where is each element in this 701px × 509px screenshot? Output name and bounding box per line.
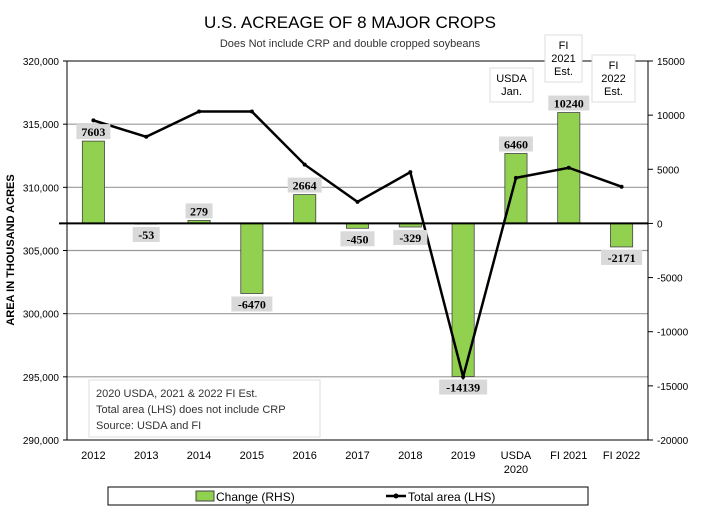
data-label: 6460: [504, 137, 528, 151]
chart-subtitle: Does Not include CRP and double cropped …: [220, 38, 481, 50]
annotation-fi2022: FI: [609, 60, 619, 72]
annotation-fi2022: 2022: [601, 73, 625, 85]
annotation-fi2022-box: [591, 54, 636, 103]
data-label-bg: [185, 203, 213, 219]
y-right-tick-label: 15000: [657, 57, 685, 68]
x-tick-label: 2016: [292, 450, 316, 462]
y-left-tick-label: 295,000: [23, 373, 60, 384]
chart-title: U.S. ACREAGE OF 8 MAJOR CROPS: [204, 13, 496, 32]
data-label: -329: [399, 231, 421, 245]
annotation-usda-box: [489, 67, 534, 103]
y-right-tick-label: 10000: [657, 111, 685, 122]
x-tick-label: 2019: [451, 450, 475, 462]
y-left-tick-label: 310,000: [23, 183, 60, 194]
x-tick-label: FI 2021: [550, 450, 587, 462]
data-label: -53: [138, 228, 154, 242]
data-label: 279: [190, 204, 208, 218]
y-left-tick-label: 315,000: [23, 120, 60, 131]
line-point: [91, 118, 96, 123]
bar: [81, 140, 105, 224]
y-left-tick-label: 290,000: [23, 436, 60, 447]
y-right-tick-label: -15000: [657, 382, 689, 393]
bar: [293, 194, 317, 224]
line-point: [619, 184, 624, 189]
data-label-bg: [439, 379, 488, 395]
bar: [240, 223, 264, 294]
data-label: 10240: [554, 97, 584, 111]
y-right-tick-label: -10000: [657, 328, 689, 339]
annotation-fi2021: 2021: [551, 53, 575, 65]
note-text: Source: USDA and FI: [96, 420, 201, 432]
y-left-tick-label: 320,000: [23, 57, 60, 68]
x-tick-label: 2013: [134, 450, 158, 462]
data-label: -450: [347, 232, 369, 246]
data-label: -2171: [608, 251, 636, 265]
line-point: [461, 374, 466, 379]
annotation-fi2021: FI: [559, 40, 569, 52]
legend-label: Total area (LHS): [408, 490, 495, 504]
y-right-tick-label: 5000: [657, 165, 680, 176]
note-text: 2020 USDA, 2021 & 2022 FI Est.: [96, 388, 257, 400]
data-label-bg: [231, 296, 273, 312]
annotation-usda: USDA: [496, 73, 527, 85]
y-left-tick-label: 305,000: [23, 247, 60, 258]
plot-frame: [66, 60, 649, 441]
line-point: [302, 162, 307, 167]
line-point: [566, 165, 571, 170]
y-axis-label: AREA IN THOUSAND ACRES: [5, 174, 17, 325]
line-point: [355, 199, 360, 204]
y-left-tick-label: 300,000: [23, 310, 60, 321]
x-tick-label: 2018: [398, 450, 422, 462]
data-label-bg: [498, 136, 533, 152]
data-label-bg: [548, 95, 590, 111]
line-point: [144, 134, 149, 139]
y-right-tick-label: -5000: [657, 274, 683, 285]
bar: [451, 223, 475, 377]
note-box: [88, 379, 321, 438]
data-label-bg: [393, 229, 428, 245]
annotation-fi2021: Est.: [554, 66, 573, 78]
data-label: 7603: [81, 125, 105, 139]
line-point: [513, 175, 518, 180]
data-label: 2664: [293, 179, 317, 193]
legend-line-marker: [393, 493, 399, 499]
annotation-fi2021-box: [544, 34, 583, 83]
x-tick-label: 2012: [81, 450, 105, 462]
data-label-bg: [340, 231, 375, 247]
data-label: -14139: [446, 381, 480, 395]
data-label-bg: [601, 249, 643, 265]
data-label-bg: [76, 124, 111, 140]
legend-bar-swatch: [195, 490, 215, 502]
line-point: [197, 109, 202, 114]
x-tick-label: 2015: [240, 450, 264, 462]
y-right-tick-label: 0: [657, 219, 663, 230]
data-label: -6470: [238, 297, 266, 311]
annotation-fi2022: Est.: [604, 86, 623, 98]
annotation-usda: Jan.: [501, 86, 522, 98]
note-text: Total area (LHS) does not include CRP: [96, 404, 286, 416]
data-label-bg: [287, 177, 322, 193]
bar: [504, 153, 528, 224]
y-right-tick-label: -20000: [657, 436, 689, 447]
x-tick-label: 2020: [504, 464, 528, 476]
x-tick-label: 2014: [187, 450, 211, 462]
legend: [107, 486, 589, 506]
data-label-bg: [132, 227, 160, 243]
legend-label: Change (RHS): [216, 490, 295, 504]
line-point: [408, 170, 413, 175]
x-tick-label: 2017: [345, 450, 369, 462]
x-tick-label: USDA: [501, 450, 532, 462]
x-tick-label: FI 2022: [603, 450, 640, 462]
bar: [610, 223, 634, 248]
line-point: [249, 109, 254, 114]
